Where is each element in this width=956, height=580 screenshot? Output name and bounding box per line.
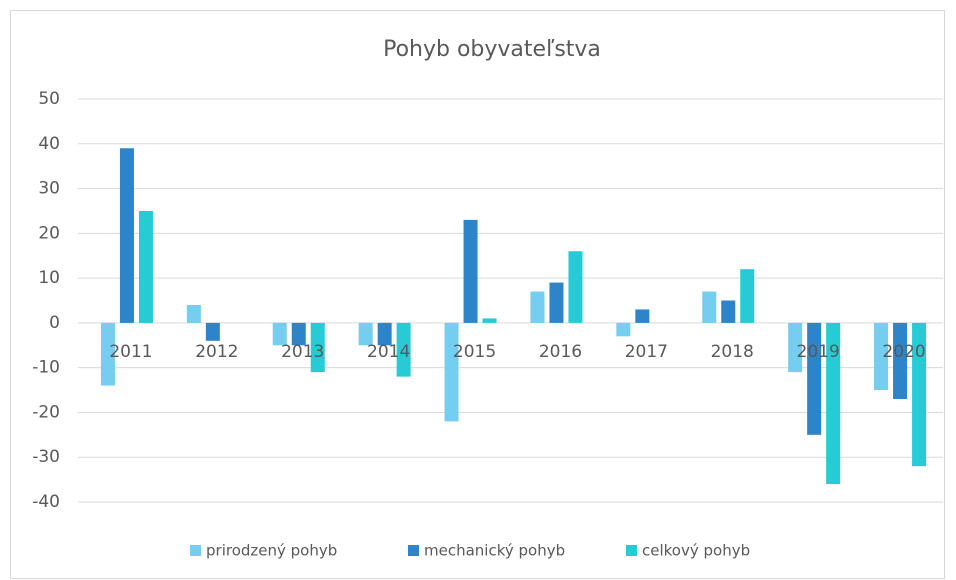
bar (874, 322, 889, 391)
bar (396, 322, 411, 377)
bar (912, 322, 927, 467)
bar (530, 291, 545, 323)
bar (826, 322, 841, 485)
y-tick-label: 10 (38, 268, 60, 288)
bar (291, 322, 306, 346)
legend-label: prirodzený pohyb (206, 542, 337, 560)
y-tick-label: -40 (32, 492, 60, 512)
bar (893, 322, 908, 400)
bar (119, 148, 134, 323)
bar (702, 291, 717, 323)
y-tick-label: 50 (38, 89, 60, 109)
x-tick-label: 2020 (882, 342, 925, 362)
bar (740, 269, 755, 323)
y-tick-label: 20 (38, 223, 60, 243)
y-tick-label: -20 (32, 402, 60, 422)
bar (444, 322, 459, 422)
legend-swatch (408, 545, 419, 556)
bar (463, 219, 478, 323)
bar (616, 322, 631, 337)
x-tick-label: 2018 (711, 342, 754, 362)
chart-title: Pohyb obyvateľstva (383, 37, 601, 62)
bar (568, 251, 583, 323)
bar (138, 210, 153, 323)
bar (100, 322, 115, 386)
bar (788, 322, 803, 373)
y-tick-label: -10 (32, 358, 60, 378)
x-tick-label: 2017 (625, 342, 668, 362)
legend-label: celkový pohyb (642, 542, 750, 560)
x-tick-label: 2015 (453, 342, 496, 362)
bar (310, 322, 325, 373)
y-tick-label: 40 (38, 134, 60, 154)
bar (635, 309, 650, 323)
bar (272, 322, 287, 346)
y-tick-label: 30 (38, 179, 60, 199)
x-tick-label: 2016 (539, 342, 582, 362)
bar (549, 282, 564, 323)
bar (721, 300, 736, 323)
bar (205, 322, 220, 341)
bar (377, 322, 392, 346)
x-tick-label: 2011 (109, 342, 152, 362)
legend-swatch (190, 545, 201, 556)
bar (482, 318, 497, 323)
legend-swatch (626, 545, 637, 556)
legend-label: mechanický pohyb (424, 542, 565, 560)
bar (358, 322, 373, 346)
bar (186, 304, 201, 323)
x-tick-label: 2019 (797, 342, 840, 362)
bar (807, 322, 822, 435)
y-tick-label: -30 (32, 447, 60, 467)
x-tick-label: 2014 (367, 342, 410, 362)
y-tick-label: 0 (49, 313, 60, 333)
x-tick-label: 2013 (281, 342, 324, 362)
x-tick-label: 2012 (195, 342, 238, 362)
